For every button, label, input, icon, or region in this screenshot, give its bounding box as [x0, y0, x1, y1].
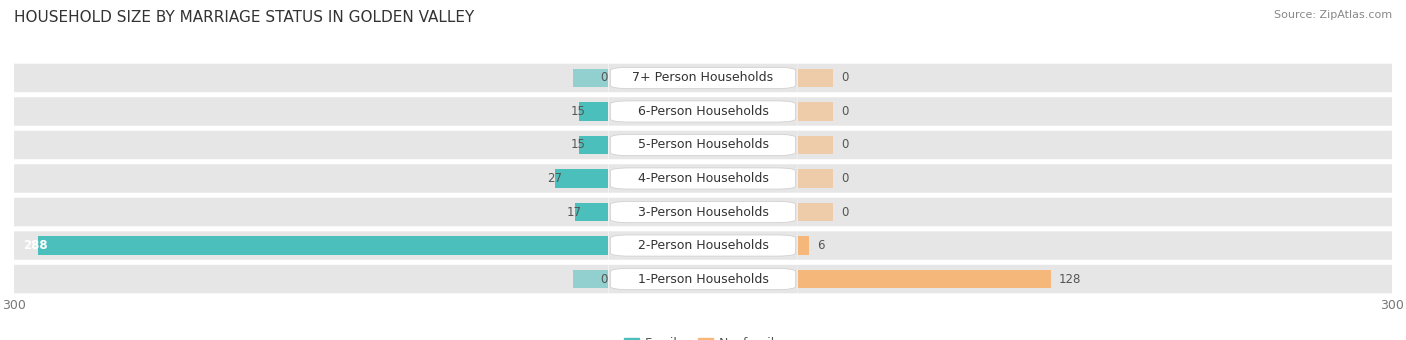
FancyBboxPatch shape — [610, 235, 796, 256]
FancyBboxPatch shape — [610, 168, 796, 189]
FancyBboxPatch shape — [797, 64, 1392, 92]
Bar — [797, 69, 834, 87]
Bar — [797, 236, 810, 255]
Text: 1-Person Households: 1-Person Households — [637, 273, 769, 286]
Bar — [575, 203, 609, 221]
Text: 5-Person Households: 5-Person Households — [637, 138, 769, 152]
Text: 0: 0 — [841, 71, 849, 84]
Bar — [797, 102, 834, 121]
Text: 0: 0 — [600, 273, 607, 286]
FancyBboxPatch shape — [609, 198, 797, 226]
Text: 288: 288 — [22, 239, 48, 252]
FancyBboxPatch shape — [609, 97, 797, 126]
FancyBboxPatch shape — [610, 101, 796, 122]
Bar — [38, 236, 609, 255]
Text: 128: 128 — [1059, 273, 1081, 286]
Bar — [555, 169, 609, 188]
FancyBboxPatch shape — [610, 67, 796, 88]
FancyBboxPatch shape — [797, 164, 1392, 193]
FancyBboxPatch shape — [14, 231, 609, 260]
Text: 0: 0 — [600, 71, 607, 84]
Text: 4-Person Households: 4-Person Households — [637, 172, 769, 185]
FancyBboxPatch shape — [14, 131, 609, 159]
FancyBboxPatch shape — [14, 164, 609, 193]
Text: 2-Person Households: 2-Person Households — [637, 239, 769, 252]
Text: 0: 0 — [841, 172, 849, 185]
FancyBboxPatch shape — [14, 198, 609, 226]
Bar — [579, 102, 609, 121]
FancyBboxPatch shape — [14, 265, 609, 293]
Text: 0: 0 — [841, 105, 849, 118]
FancyBboxPatch shape — [609, 265, 797, 293]
FancyBboxPatch shape — [797, 198, 1392, 226]
Text: 15: 15 — [571, 138, 586, 152]
FancyBboxPatch shape — [797, 265, 1392, 293]
Text: HOUSEHOLD SIZE BY MARRIAGE STATUS IN GOLDEN VALLEY: HOUSEHOLD SIZE BY MARRIAGE STATUS IN GOL… — [14, 10, 474, 25]
FancyBboxPatch shape — [609, 164, 797, 193]
FancyBboxPatch shape — [797, 131, 1392, 159]
FancyBboxPatch shape — [610, 269, 796, 290]
Bar — [797, 203, 834, 221]
Bar — [797, 270, 1052, 288]
Text: 3-Person Households: 3-Person Households — [637, 205, 769, 219]
Bar — [572, 270, 609, 288]
FancyBboxPatch shape — [797, 231, 1392, 260]
FancyBboxPatch shape — [609, 64, 797, 92]
Text: 17: 17 — [567, 205, 582, 219]
Text: 27: 27 — [547, 172, 562, 185]
Bar — [572, 69, 609, 87]
Text: 6: 6 — [817, 239, 825, 252]
FancyBboxPatch shape — [609, 231, 797, 260]
Text: 0: 0 — [841, 205, 849, 219]
Bar — [797, 136, 834, 154]
Text: 6-Person Households: 6-Person Households — [637, 105, 769, 118]
FancyBboxPatch shape — [14, 64, 609, 92]
FancyBboxPatch shape — [14, 97, 609, 126]
FancyBboxPatch shape — [610, 202, 796, 223]
FancyBboxPatch shape — [610, 134, 796, 155]
Bar — [797, 169, 834, 188]
Text: 0: 0 — [841, 138, 849, 152]
Legend: Family, Nonfamily: Family, Nonfamily — [619, 332, 787, 340]
Text: 15: 15 — [571, 105, 586, 118]
FancyBboxPatch shape — [609, 131, 797, 159]
Text: Source: ZipAtlas.com: Source: ZipAtlas.com — [1274, 10, 1392, 20]
Bar — [579, 136, 609, 154]
FancyBboxPatch shape — [797, 97, 1392, 126]
Text: 7+ Person Households: 7+ Person Households — [633, 71, 773, 84]
